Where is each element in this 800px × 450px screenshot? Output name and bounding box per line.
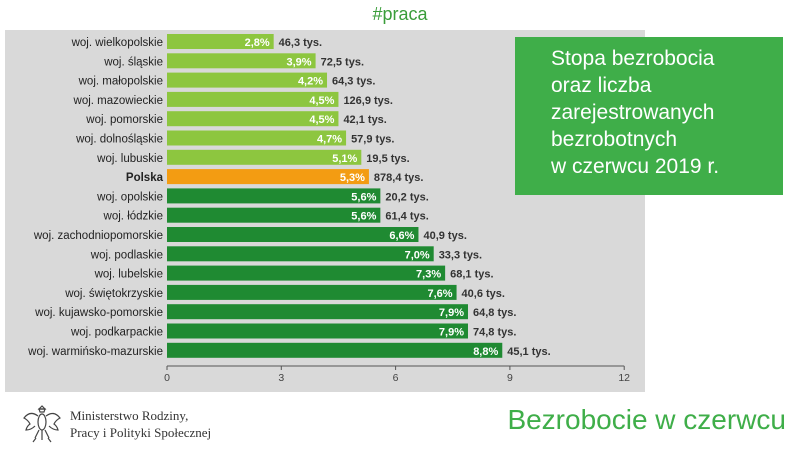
bar (167, 130, 347, 146)
x-tick-label: 6 (393, 372, 399, 384)
info-box: Stopa bezrobocia oraz liczba zarejestrow… (515, 37, 783, 195)
bar (167, 265, 446, 281)
category-label: woj. lubuskie (96, 153, 163, 165)
bar-value-label: 4,5% (309, 95, 334, 107)
category-label: woj. śląskie (103, 56, 163, 68)
bar-value-label: 7,9% (439, 307, 464, 319)
bar (167, 323, 468, 339)
bar-value-label: 7,3% (416, 269, 441, 281)
category-label: woj. zachodniopomorskie (33, 230, 163, 242)
category-label: woj. wielkopolskie (71, 37, 163, 49)
bar (167, 91, 339, 107)
bar (167, 207, 381, 223)
count-label: 68,1 tys. (450, 269, 493, 281)
bar (167, 149, 362, 165)
bar (167, 304, 468, 320)
count-label: 64,8 tys. (473, 307, 516, 319)
x-tick-label: 3 (278, 372, 284, 384)
count-label: 33,3 tys. (439, 249, 482, 261)
bar-value-label: 8,8% (473, 346, 498, 358)
count-label: 45,1 tys. (507, 346, 550, 358)
bar-value-label: 4,2% (298, 76, 323, 88)
bar (167, 34, 274, 49)
category-label: woj. warmińsko-mazurskie (27, 346, 163, 358)
bar-value-label: 5,1% (332, 153, 357, 165)
bar (167, 227, 419, 242)
info-line: Stopa bezrobocia (551, 47, 715, 70)
count-label: 20,2 tys. (385, 191, 428, 203)
count-label: 878,4 tys. (374, 172, 424, 184)
bar (167, 342, 503, 358)
eagle-emblem-icon (23, 405, 61, 443)
bar-chart: woj. wielkopolskie 2,8% 46,3 tys. woj. śląs… (27, 34, 630, 384)
bar-value-label: 7,9% (439, 327, 464, 339)
bar (167, 72, 328, 88)
count-label: 74,8 tys. (473, 327, 516, 339)
bar-value-label: 7,6% (427, 288, 452, 300)
category-label: woj. dolnośląskie (75, 134, 163, 146)
count-label: 19,5 tys. (366, 153, 409, 165)
info-line: bezrobotnych (551, 128, 678, 151)
category-label: woj. lubelskie (94, 269, 163, 281)
category-label: woj. opolskie (96, 191, 163, 203)
ministry-logo: Ministerstwo Rodziny, Pracy i Polityki S… (22, 402, 262, 446)
bar-value-label: 5,6% (351, 191, 376, 203)
ministry-name-line: Pracy i Polityki Społecznej (70, 425, 212, 440)
bar-value-label: 3,9% (287, 56, 312, 68)
category-label: Polska (126, 172, 164, 184)
bar (167, 284, 457, 300)
count-label: 40,9 tys. (423, 230, 466, 242)
bar-value-label: 2,8% (245, 37, 270, 49)
category-label: woj. kujawsko-pomorskie (34, 307, 163, 319)
category-label: woj. mazowieckie (73, 95, 163, 107)
bar (167, 169, 369, 185)
page-hashtag: #praca (372, 4, 428, 24)
count-label: 64,3 tys. (332, 76, 375, 88)
info-line: oraz liczba (551, 74, 652, 97)
category-label: woj. małopolskie (78, 76, 163, 88)
count-label: 46,3 tys. (279, 37, 322, 49)
bar-value-label: 7,0% (405, 249, 430, 261)
x-tick-label: 12 (618, 372, 630, 384)
category-label: woj. podkarpackie (70, 327, 163, 339)
bar-value-label: 4,7% (317, 134, 342, 146)
count-label: 61,4 tys. (385, 211, 428, 223)
info-line: zarejestrowanych (551, 101, 715, 124)
bar-value-label: 5,3% (340, 172, 365, 184)
count-label: 72,5 tys. (321, 56, 364, 68)
x-tick-label: 9 (507, 372, 513, 384)
bar (167, 111, 339, 127)
bar (167, 246, 434, 262)
bar (167, 53, 316, 69)
x-tick-label: 0 (164, 372, 170, 384)
footer-title: Bezrobocie w czerwcu (507, 404, 786, 435)
category-label: woj. podlaskie (90, 249, 163, 261)
bar-value-label: 5,6% (351, 211, 376, 223)
ministry-name: Ministerstwo Rodziny, Pracy i Polityki S… (70, 407, 211, 441)
count-label: 42,1 tys. (343, 114, 386, 126)
count-label: 57,9 tys. (351, 134, 394, 146)
bar-value-label: 4,5% (309, 114, 334, 126)
count-label: 40,6 tys. (462, 288, 505, 300)
category-label: woj. pomorskie (85, 114, 163, 126)
category-label: woj. świętokrzyskie (64, 288, 163, 300)
category-label: woj. łódzkie (103, 211, 163, 223)
info-line: w czerwcu 2019 r. (551, 155, 720, 178)
bar (167, 188, 381, 204)
count-label: 126,9 tys. (343, 95, 393, 107)
bar-value-label: 6,6% (389, 230, 414, 242)
ministry-name-line: Ministerstwo Rodziny, (70, 408, 189, 423)
